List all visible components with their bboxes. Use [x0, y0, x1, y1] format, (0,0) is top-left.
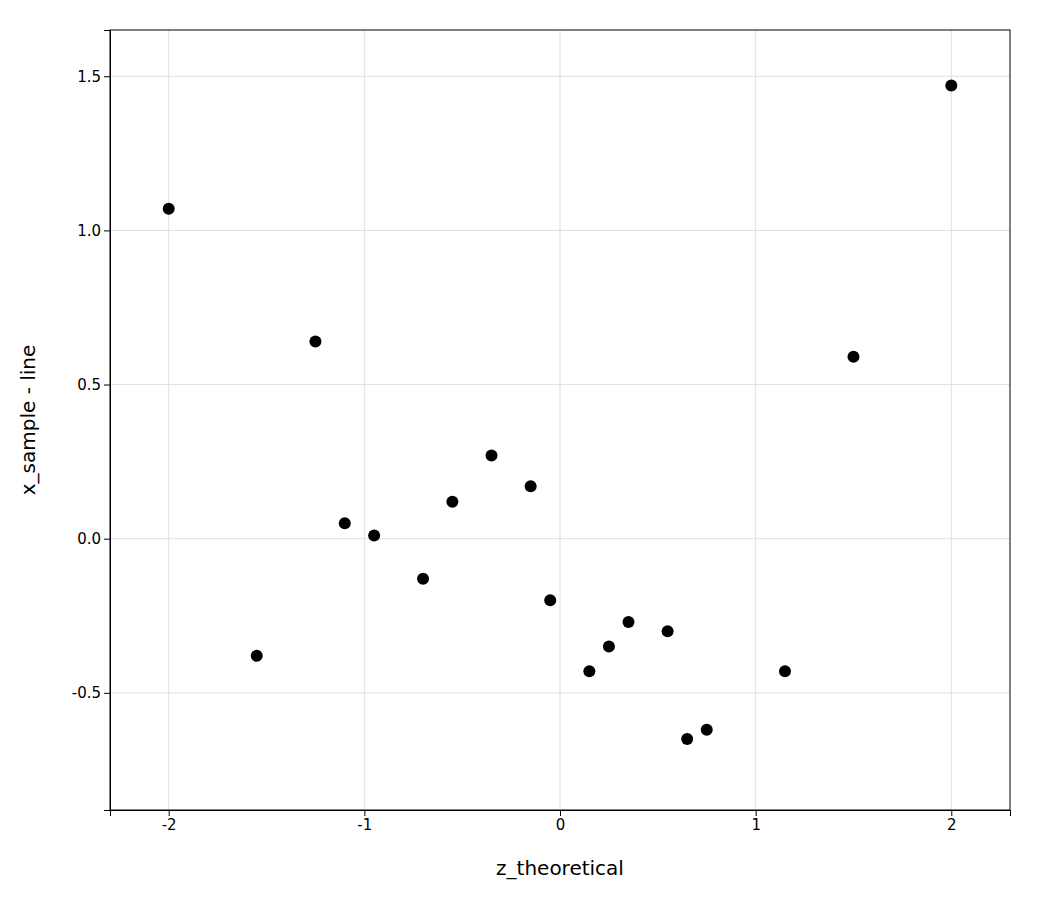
x-axis-title: z_theoretical — [496, 856, 624, 880]
point — [662, 625, 674, 637]
chart: -2 -1 0 1 2 -0.5 0.0 0.5 1.0 1.5 z_theoretical x_sa… — [0, 0, 1050, 900]
y-tick: 0.0 — [77, 530, 110, 548]
point — [622, 616, 634, 628]
x-tick-label: 1 — [751, 816, 761, 834]
y-tick-mark — [104, 76, 110, 77]
point — [945, 79, 957, 91]
y-tick-label: 0.0 — [77, 530, 101, 548]
y-axis: -0.5 0.0 0.5 1.0 1.5 — [72, 31, 111, 811]
y-tick: 1.0 — [77, 222, 110, 240]
point — [486, 449, 498, 461]
point — [847, 351, 859, 363]
grid — [110, 30, 1010, 810]
point — [544, 594, 556, 606]
grid-line-y — [110, 538, 1010, 539]
x-tick: 1 — [751, 810, 761, 834]
x-tick: -1 — [357, 810, 372, 834]
point — [701, 724, 713, 736]
y-tick-mark — [104, 385, 110, 386]
y-tick-mark — [104, 539, 110, 540]
y-tick: -0.5 — [72, 684, 110, 702]
point — [779, 665, 791, 677]
x-tick: 2 — [947, 810, 957, 834]
x-tick: -2 — [162, 810, 177, 834]
y-tick: 1.5 — [77, 68, 110, 86]
point — [583, 665, 595, 677]
point — [525, 480, 537, 492]
y-tick-label: -0.5 — [72, 684, 101, 702]
x-tick: 0 — [556, 810, 566, 834]
x-tick-label: 2 — [947, 816, 957, 834]
point — [681, 733, 693, 745]
y-axis-title: x_sample - line — [16, 345, 40, 496]
plot-frame — [110, 30, 1010, 810]
y-tick-label: 1.5 — [77, 68, 101, 86]
plot: -2 -1 0 1 2 -0.5 0.0 0.5 1.0 1.5 — [72, 30, 1011, 834]
x-tick-label: 0 — [556, 816, 566, 834]
point — [251, 650, 263, 662]
x-tick-label: -2 — [162, 816, 177, 834]
grid-line-y — [110, 230, 1010, 231]
point — [446, 496, 458, 508]
point — [339, 517, 351, 529]
point — [417, 573, 429, 585]
point — [309, 335, 321, 347]
point — [368, 530, 380, 542]
y-tick-mark — [104, 693, 110, 694]
y-tick: 0.5 — [77, 376, 110, 394]
y-tick-label: 0.5 — [77, 376, 101, 394]
points — [163, 79, 958, 745]
grid-line-y — [110, 692, 1010, 693]
x-tick-label: -1 — [357, 816, 372, 834]
y-tick-label: 1.0 — [77, 222, 101, 240]
grid-line-y — [110, 384, 1010, 385]
point — [163, 203, 175, 215]
x-axis: -2 -1 0 1 2 — [111, 810, 1011, 834]
grid-line-y — [110, 76, 1010, 77]
y-tick-mark — [104, 230, 110, 231]
point — [603, 641, 615, 653]
